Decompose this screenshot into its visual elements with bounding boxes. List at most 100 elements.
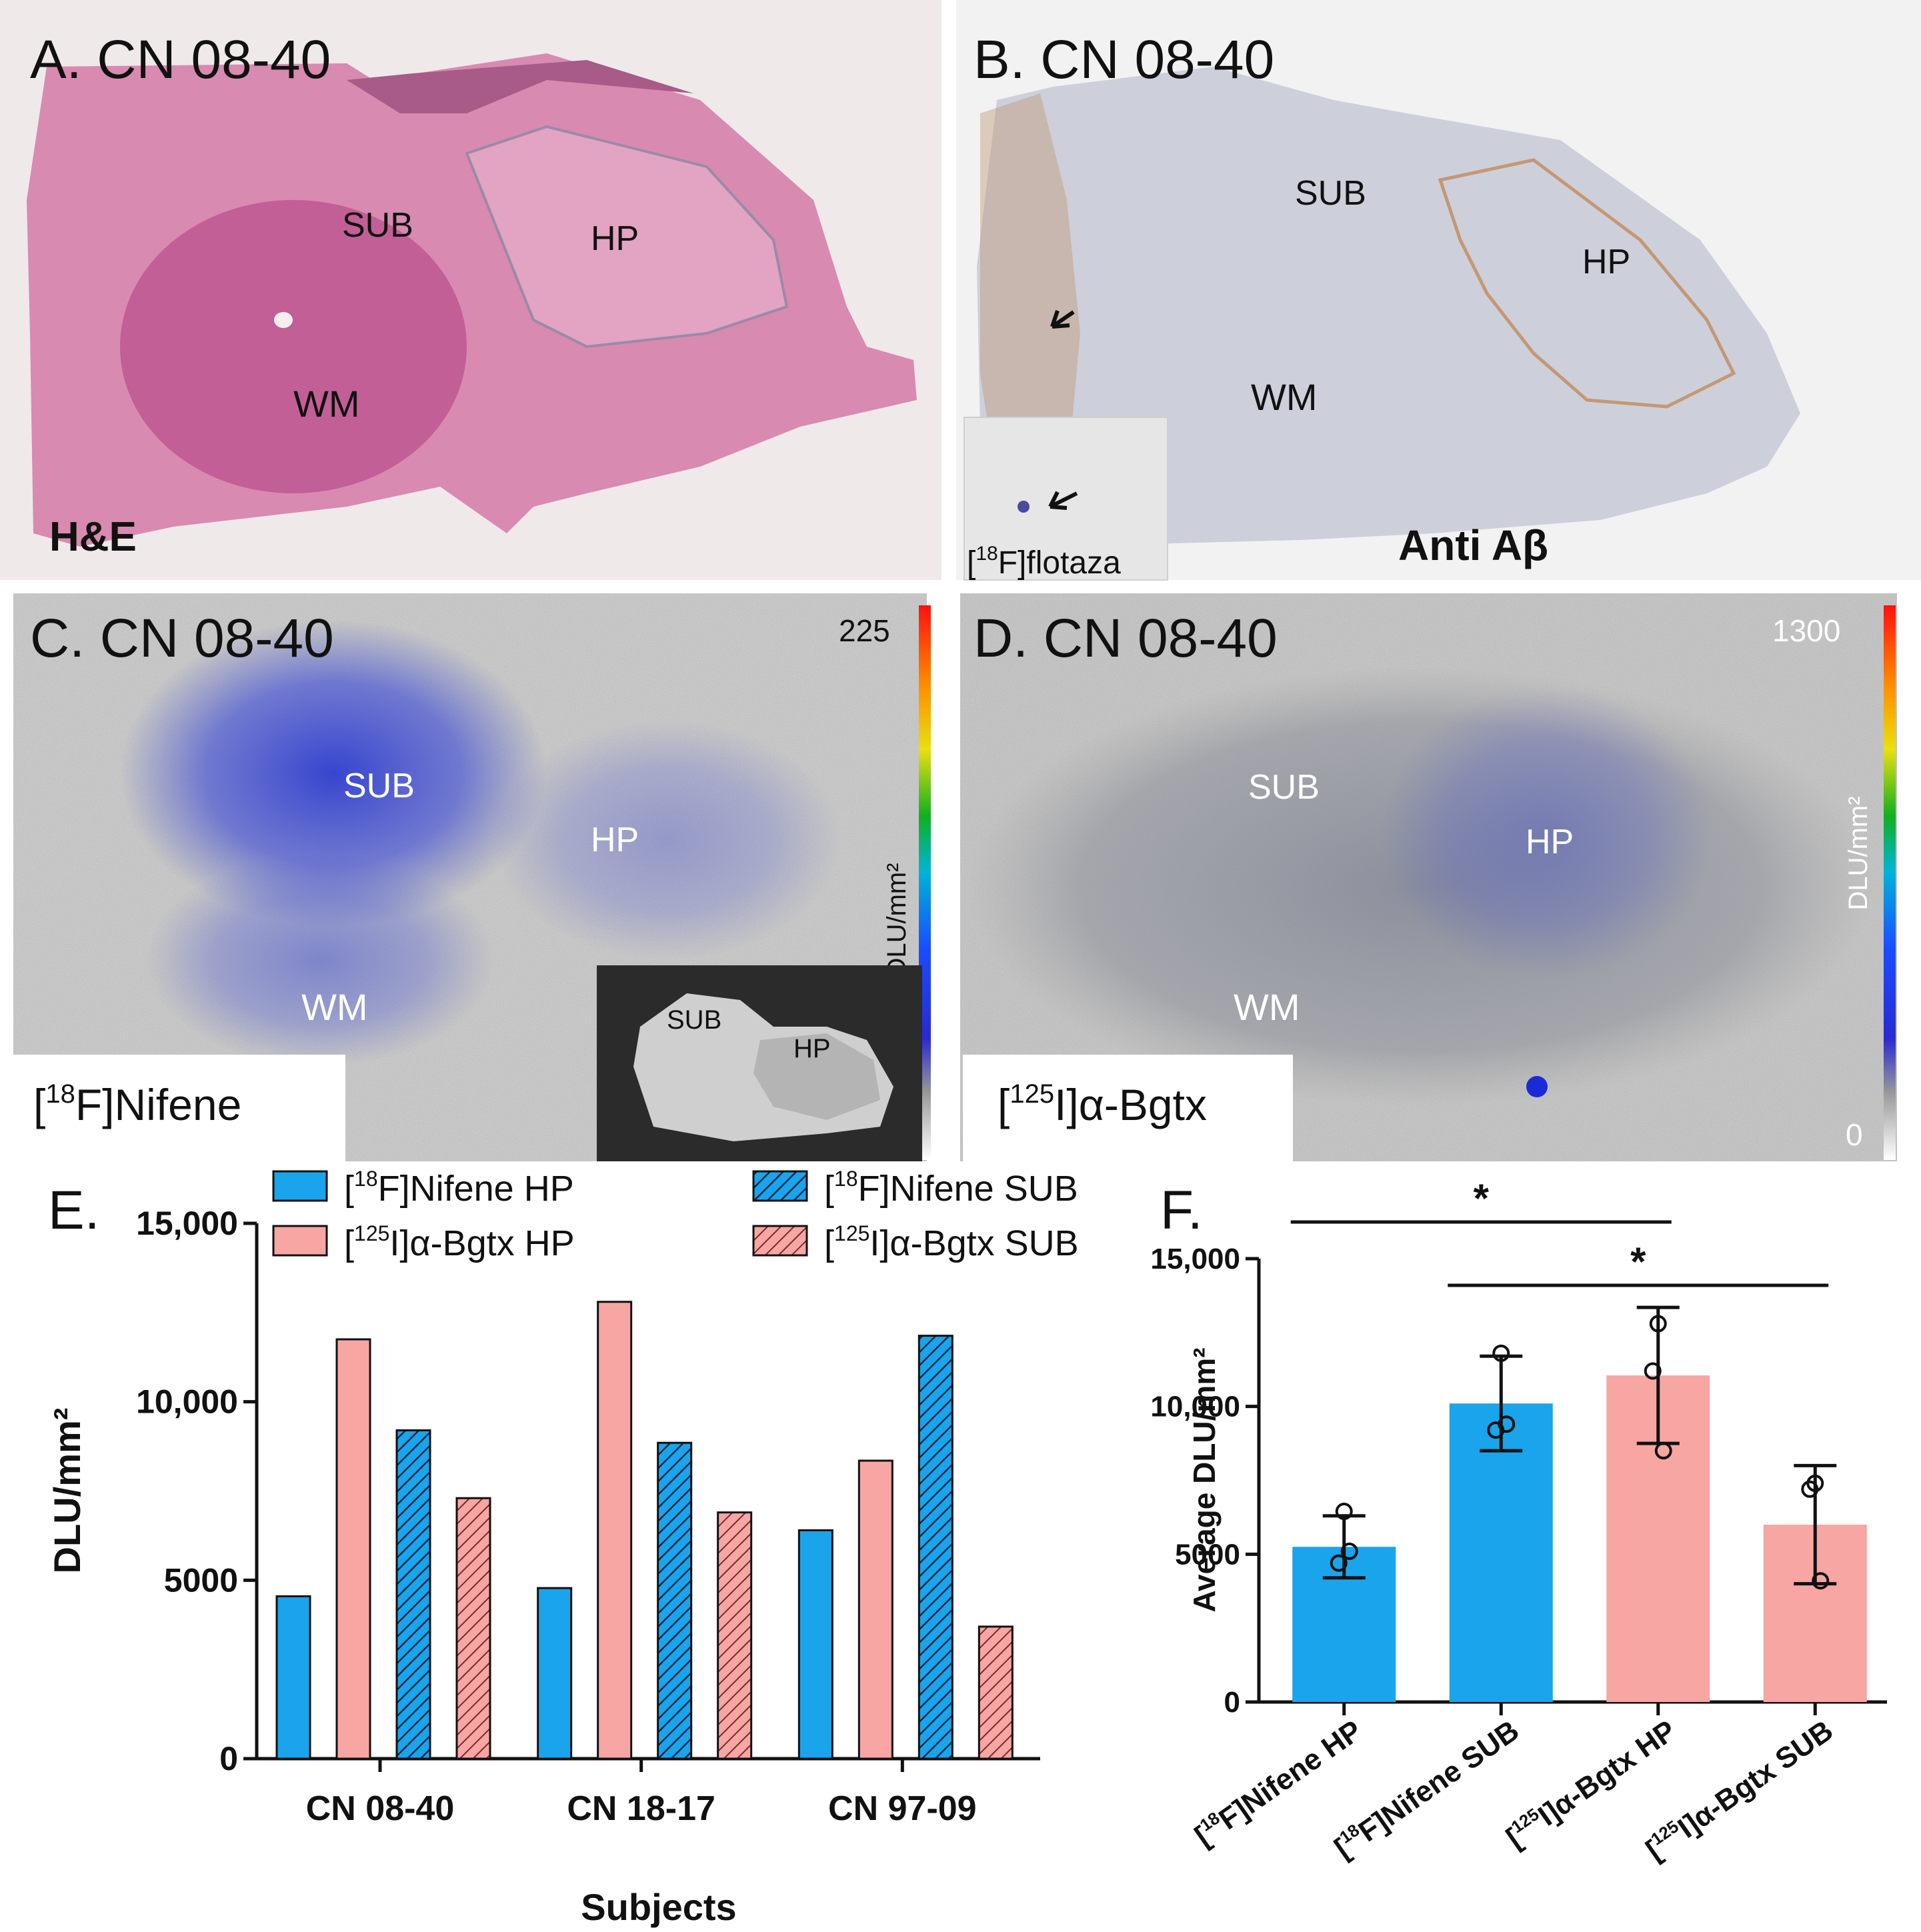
- chart-e-y-tick-label: 0: [219, 1740, 238, 1777]
- panel-c-title: C. CN 08-40: [30, 608, 334, 669]
- chart-e-legend-label-post: F]Nifene SUB: [858, 1169, 1078, 1209]
- panel-d: D. CN 08-40 1300 0 DLU/mm² SUB HP WM [12…: [960, 593, 1897, 1161]
- chart-f-x-tick-label-post: I]α-Bgtx SUB: [1672, 1714, 1838, 1845]
- panel-d-spot: [1526, 1076, 1548, 1097]
- panel-f-label: F.: [1160, 1180, 1203, 1241]
- chart-f-y-tick-label: 0: [1224, 1686, 1240, 1719]
- chart-e-legend-label-sup: 125: [354, 1221, 389, 1245]
- chart-e-bar: [797, 1529, 833, 1760]
- panel-d-tracer: [125I]α-Bgtx: [998, 1079, 1207, 1129]
- panel-b-hp-outline: [1438, 158, 1736, 409]
- panel-c-region-wm: WM: [301, 986, 368, 1028]
- chart-e-legend-swatch: [752, 1170, 808, 1202]
- chart-f-y-tick-label: 15,000: [1150, 1243, 1240, 1275]
- chart-e-bar: [917, 1335, 953, 1760]
- panel-e-label: E.: [48, 1180, 99, 1241]
- panel-d-hp-blob: [1380, 687, 1714, 980]
- chart-f-x-tick-label-post: F]Nifene SUB: [1353, 1714, 1525, 1848]
- chart-e-y-label: DLU/mm²: [46, 1408, 88, 1574]
- panel-a-title: A. CN 08-40: [30, 29, 331, 90]
- panel-c-scale-max: 225: [839, 613, 890, 648]
- panel-c-inset-hp-label: HP: [793, 1034, 831, 1063]
- chart-f-y-label: Average DLU/mm²: [1187, 1347, 1222, 1612]
- chart-f-y-tick-label: 10,000: [1150, 1391, 1240, 1423]
- panel-b-arrow-main: [1050, 310, 1075, 329]
- chart-e-x-tick-label: CN 97-09: [828, 1789, 977, 1828]
- chart-e-legend-label-post: F]Nifene HP: [378, 1169, 574, 1209]
- chart-f-point: [1492, 1344, 1510, 1362]
- panel-c-tracer: [18F]Nifene: [33, 1079, 241, 1129]
- chart-e: 0 5000 10,000 15,000 DLU/mm² CN 08-40 CN 18-17…: [46, 1167, 1079, 1928]
- panel-b-inset-spot: [1018, 501, 1030, 513]
- chart-e-y-tick-label: 10,000: [136, 1383, 238, 1421]
- chart-f-point: [1801, 1480, 1819, 1498]
- panel-b-region-wm: WM: [1251, 376, 1318, 418]
- panel-b-arrow-inset: [1048, 491, 1078, 510]
- chart-e-legend-label-sup: 18: [834, 1167, 858, 1191]
- panel-c: C. CN 08-40 225 DLU/mm² SUB HP WM SUB HP…: [13, 593, 931, 1161]
- panel-d-colorbar: [1884, 605, 1896, 1160]
- panel-b-title: B. CN 08-40: [974, 29, 1274, 90]
- panel-c-region-hp: HP: [591, 821, 639, 859]
- chart-e-x-label: Subjects: [581, 1886, 736, 1928]
- panel-a-white-matter: [120, 200, 467, 493]
- panel-d-scale-unit: DLU/mm²: [1844, 796, 1873, 910]
- chart-f-significance-star: *: [1630, 1239, 1646, 1284]
- chart-f-point: [1340, 1542, 1358, 1560]
- chart-f-x-tick-label-post: I]α-Bgtx HP: [1532, 1714, 1682, 1833]
- panel-b-inset-label: [18F]flotaza: [967, 543, 1121, 581]
- chart-e-y-tick-label: 5000: [164, 1561, 238, 1599]
- chart-f-point: [1644, 1362, 1662, 1380]
- chart-e-bar: [395, 1429, 431, 1760]
- chart-f-point: [1649, 1315, 1667, 1333]
- panel-d-region-wm: WM: [1234, 986, 1300, 1028]
- panel-a-region-sub: SUB: [342, 206, 413, 245]
- chart-e-legend-label-pre: [: [824, 1169, 834, 1209]
- chart-f-point: [1498, 1415, 1516, 1433]
- chart-e-legend-label-post: I]α-Bgtx HP: [389, 1223, 574, 1263]
- chart-e-legend-swatch: [272, 1170, 328, 1202]
- chart-e-x-tick-label: CN 08-40: [306, 1789, 455, 1828]
- panel-d-scale-max: 1300: [1772, 613, 1840, 648]
- panel-e: E. 0 5000 10,000 15,000 DLU/mm² CN 08-40 CN 18…: [46, 1167, 1079, 1928]
- panel-a-region-wm: WM: [293, 383, 360, 425]
- chart-e-legend-label: [18F]Nifene SUB: [824, 1167, 1078, 1209]
- panel-c-wm-haze: [147, 853, 493, 1067]
- panel-a-stain: H&E: [49, 514, 137, 560]
- chart-e-bar: [978, 1625, 1014, 1760]
- chart-e-legend-label-sup: 125: [834, 1221, 869, 1245]
- chart-e-legend-label: [125I]α-Bgtx HP: [344, 1221, 575, 1263]
- panel-c-inset-hp: [753, 1033, 880, 1120]
- chart-e-bar: [717, 1511, 753, 1760]
- chart-e-legend-swatch: [752, 1225, 808, 1257]
- panel-d-region-hp: HP: [1526, 823, 1574, 861]
- chart-e-bar: [657, 1441, 693, 1760]
- panel-c-inset-sub: SUB: [667, 1005, 721, 1035]
- chart-e-bar: [335, 1338, 371, 1760]
- chart-e-legend-label: [125I]α-Bgtx SUB: [824, 1221, 1079, 1263]
- chart-e-legend-label-pre: [: [344, 1169, 354, 1209]
- panel-d-tracer-sup: 125: [1010, 1079, 1054, 1109]
- chart-f-significance-star: *: [1474, 1176, 1490, 1221]
- panel-d-scale-min: 0: [1846, 1117, 1863, 1152]
- chart-f-y-tick-label: 5000: [1175, 1538, 1240, 1571]
- panel-c-tracer-box: [13, 1055, 345, 1161]
- panel-c-sub-hotspot: [120, 620, 547, 927]
- chart-e-legend-label-post: I]α-Bgtx SUB: [869, 1223, 1078, 1263]
- chart-e-bar: [455, 1497, 491, 1760]
- panel-b-cortex-stain: [980, 93, 1080, 507]
- chart-f-point: [1335, 1503, 1353, 1521]
- chart-f-point: [1330, 1554, 1348, 1572]
- panel-d-tracer-box: [963, 1055, 1293, 1161]
- chart-e-legend-label-sup: 18: [354, 1167, 378, 1191]
- chart-e-bar: [537, 1587, 573, 1760]
- chart-e-x-tick-label: CN 18-17: [567, 1789, 715, 1828]
- chart-f-point: [1812, 1572, 1830, 1590]
- chart-e-bar: [857, 1459, 893, 1760]
- chart-e-bar: [275, 1595, 311, 1760]
- chart-f-bar: [1449, 1403, 1553, 1702]
- chart-e-legend-swatch: [272, 1225, 328, 1257]
